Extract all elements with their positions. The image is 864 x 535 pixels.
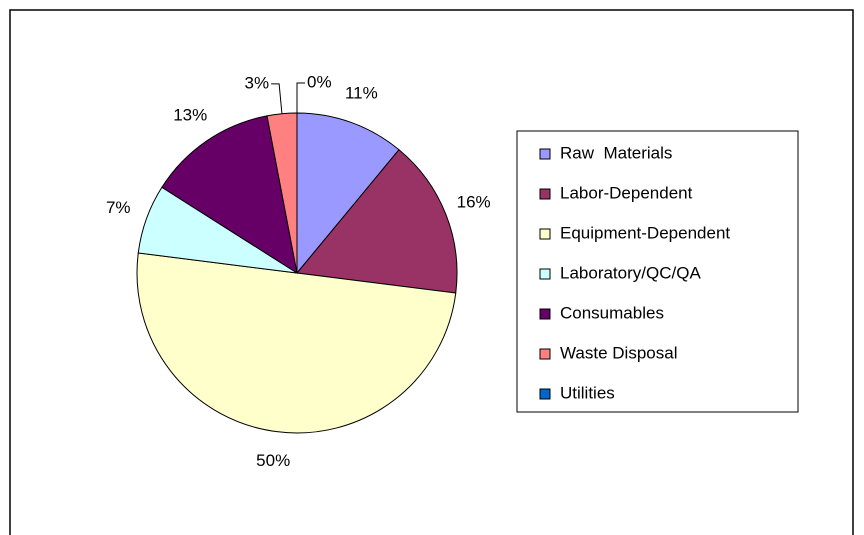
data-label: 50% — [256, 451, 290, 470]
legend-box — [516, 130, 799, 413]
pie-slice — [296, 149, 458, 294]
pie-slice — [161, 115, 298, 275]
legend-swatch — [539, 388, 551, 400]
data-label: 3% — [245, 73, 270, 92]
legend-label: Equipment-Dependent — [560, 223, 730, 242]
data-label: 13% — [173, 105, 207, 124]
data-label: 0% — [307, 72, 332, 91]
legend-label: Laboratory/QC/QA — [560, 263, 701, 282]
legend-swatch — [539, 308, 551, 320]
data-label: 16% — [457, 193, 491, 212]
pie-slice — [296, 112, 400, 275]
legend-swatch — [539, 268, 551, 280]
legend-swatch — [539, 348, 551, 360]
legend-label: Labor-Dependent — [560, 183, 693, 202]
legend-swatch — [539, 148, 551, 160]
leader-line — [296, 82, 305, 113]
legend-swatch — [539, 228, 551, 240]
leader-line — [271, 83, 283, 114]
data-label: 7% — [106, 198, 131, 217]
legend-label: Waste Disposal — [560, 343, 677, 362]
data-label: 11% — [345, 84, 378, 103]
legend-swatch — [539, 188, 551, 200]
pie-slice — [136, 252, 457, 434]
legend-label: Utilities — [560, 383, 615, 402]
legend-label: Raw Materials — [560, 143, 672, 162]
legend-label: Consumables — [560, 303, 664, 322]
